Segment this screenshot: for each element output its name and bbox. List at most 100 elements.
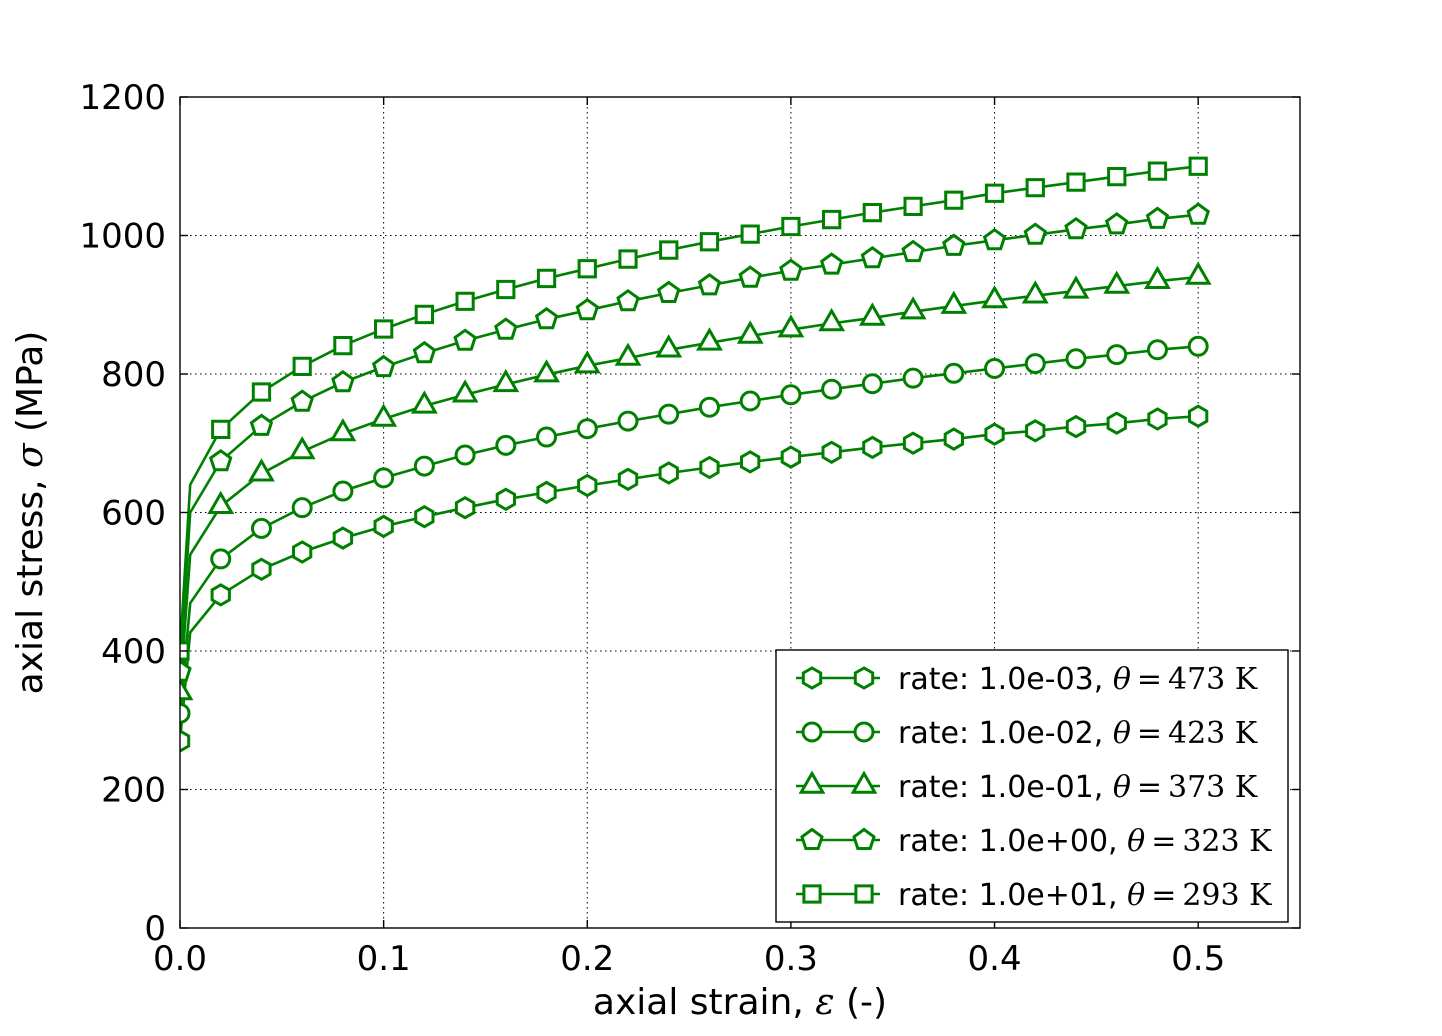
- legend-label: rate: 1.0e-02, θ = 423 K: [898, 716, 1258, 751]
- legend-entry: rate: 1.0e-03, θ = 473 K: [796, 662, 1258, 697]
- square-marker: [1188, 156, 1208, 176]
- square-marker: [374, 319, 394, 339]
- triangle-marker: [180, 676, 194, 701]
- hexagon-marker: [495, 487, 516, 512]
- hexagon-marker: [780, 445, 802, 469]
- series-line: [180, 165, 1199, 652]
- y-tick-label: 0: [144, 909, 166, 949]
- legend-label: rate: 1.0e-03, θ = 473 K: [898, 662, 1258, 697]
- square-marker: [862, 203, 882, 223]
- hexagon-marker-legend: [801, 666, 823, 690]
- circle-marker: [576, 418, 598, 440]
- pentagon-marker: [290, 389, 314, 412]
- hexagon-marker: [617, 467, 639, 492]
- pentagon-marker: [331, 369, 355, 393]
- circle-marker: [1065, 348, 1087, 370]
- triangle-marker-legend: [798, 770, 826, 794]
- square-marker: [536, 268, 557, 289]
- hexagon-marker: [699, 455, 720, 480]
- pentagon-marker-legend: [800, 827, 824, 850]
- hexagon-marker: [577, 473, 598, 498]
- tick-labels: 0.0 0.1 0.2 0.3 0.4 0.5 0 200 400 600 800 1000 1200: [79, 78, 1225, 979]
- legend-entry: rate: 1.0e-02, θ = 423 K: [796, 716, 1258, 751]
- x-tick-label: 0.4: [968, 939, 1022, 979]
- hexagon-marker: [332, 526, 354, 550]
- legend-entry: rate: 1.0e+01, θ = 293 K: [796, 878, 1272, 913]
- circle-marker: [250, 517, 272, 539]
- square-marker: [496, 279, 516, 300]
- circle-marker: [536, 426, 558, 448]
- hexagon-marker: [984, 422, 1005, 446]
- square-marker: [251, 382, 272, 402]
- square-marker: [903, 196, 923, 216]
- pentagon-marker: [249, 413, 274, 436]
- pentagon-marker: [738, 265, 762, 288]
- square-marker: [577, 259, 597, 279]
- triangle-marker: [1143, 265, 1171, 289]
- hexagon-marker: [821, 440, 842, 465]
- square-marker: [1107, 167, 1127, 187]
- hexagon-marker: [902, 431, 924, 455]
- legend-label: rate: 1.0e+00, θ = 323 K: [898, 824, 1272, 859]
- triangle-marker: [899, 296, 927, 320]
- series-293K: [180, 156, 1208, 661]
- pentagon-marker: [575, 297, 600, 321]
- series-line: [180, 213, 1199, 672]
- pentagon-marker: [1186, 202, 1210, 225]
- pentagon-marker: [371, 354, 396, 378]
- circle-marker: [210, 548, 232, 570]
- circle-marker: [943, 362, 965, 384]
- hexagon-marker: [536, 480, 557, 505]
- circle-marker: [780, 384, 802, 406]
- triangle-marker: [451, 379, 479, 403]
- circle-marker: [180, 702, 191, 724]
- y-tick-label: 1200: [79, 78, 166, 118]
- hexagon-marker-legend: [853, 666, 875, 690]
- circle-marker: [658, 403, 680, 425]
- circle-marker: [495, 434, 517, 456]
- circle-marker: [984, 357, 1006, 379]
- square-marker: [414, 304, 434, 325]
- triangle-marker: [940, 290, 968, 314]
- triangle-marker: [370, 403, 398, 427]
- hexagon-marker: [740, 450, 761, 474]
- square-marker: [740, 224, 760, 244]
- square-marker: [455, 291, 475, 311]
- pentagon-marker: [656, 280, 681, 303]
- triangle-marker: [818, 307, 846, 332]
- square-marker: [618, 249, 638, 269]
- pentagon-marker: [697, 273, 722, 296]
- hexagon-marker: [373, 514, 394, 539]
- square-marker: [944, 190, 964, 210]
- circle-marker: [373, 467, 395, 489]
- triangle-marker: [533, 359, 561, 383]
- circle-marker: [617, 410, 639, 432]
- x-tick-label: 0.0: [153, 939, 207, 979]
- hexagon-marker: [454, 495, 476, 520]
- hexagon-marker: [210, 583, 231, 607]
- hexagon-marker: [180, 729, 191, 753]
- y-axis-label: axial stress, σ (MPa): [10, 331, 51, 695]
- triangle-marker: [655, 334, 683, 358]
- pentagon-marker: [453, 328, 477, 351]
- triangle-marker: [207, 490, 235, 514]
- square-marker: [1147, 161, 1168, 181]
- y-tick-label: 200: [101, 771, 166, 811]
- hexagon-marker: [1188, 404, 1209, 428]
- triangle-marker: [858, 302, 886, 326]
- hexagon-marker: [1147, 407, 1168, 431]
- triangle-marker: [247, 458, 275, 482]
- y-tick-label: 800: [101, 355, 166, 395]
- circle-marker: [332, 480, 354, 502]
- x-tick-label: 0.5: [1171, 939, 1225, 979]
- x-tick-label: 0.2: [560, 939, 614, 979]
- y-tick-label: 1000: [79, 217, 166, 257]
- hexagon-marker: [943, 427, 964, 451]
- hexagon-marker: [658, 461, 679, 485]
- pentagon-marker: [494, 317, 518, 340]
- legend-entry: rate: 1.0e-01, θ = 373 K: [796, 770, 1258, 805]
- legend-label: rate: 1.0e+01, θ = 293 K: [898, 878, 1272, 913]
- pentagon-marker: [982, 227, 1007, 251]
- hexagon-marker: [862, 435, 883, 460]
